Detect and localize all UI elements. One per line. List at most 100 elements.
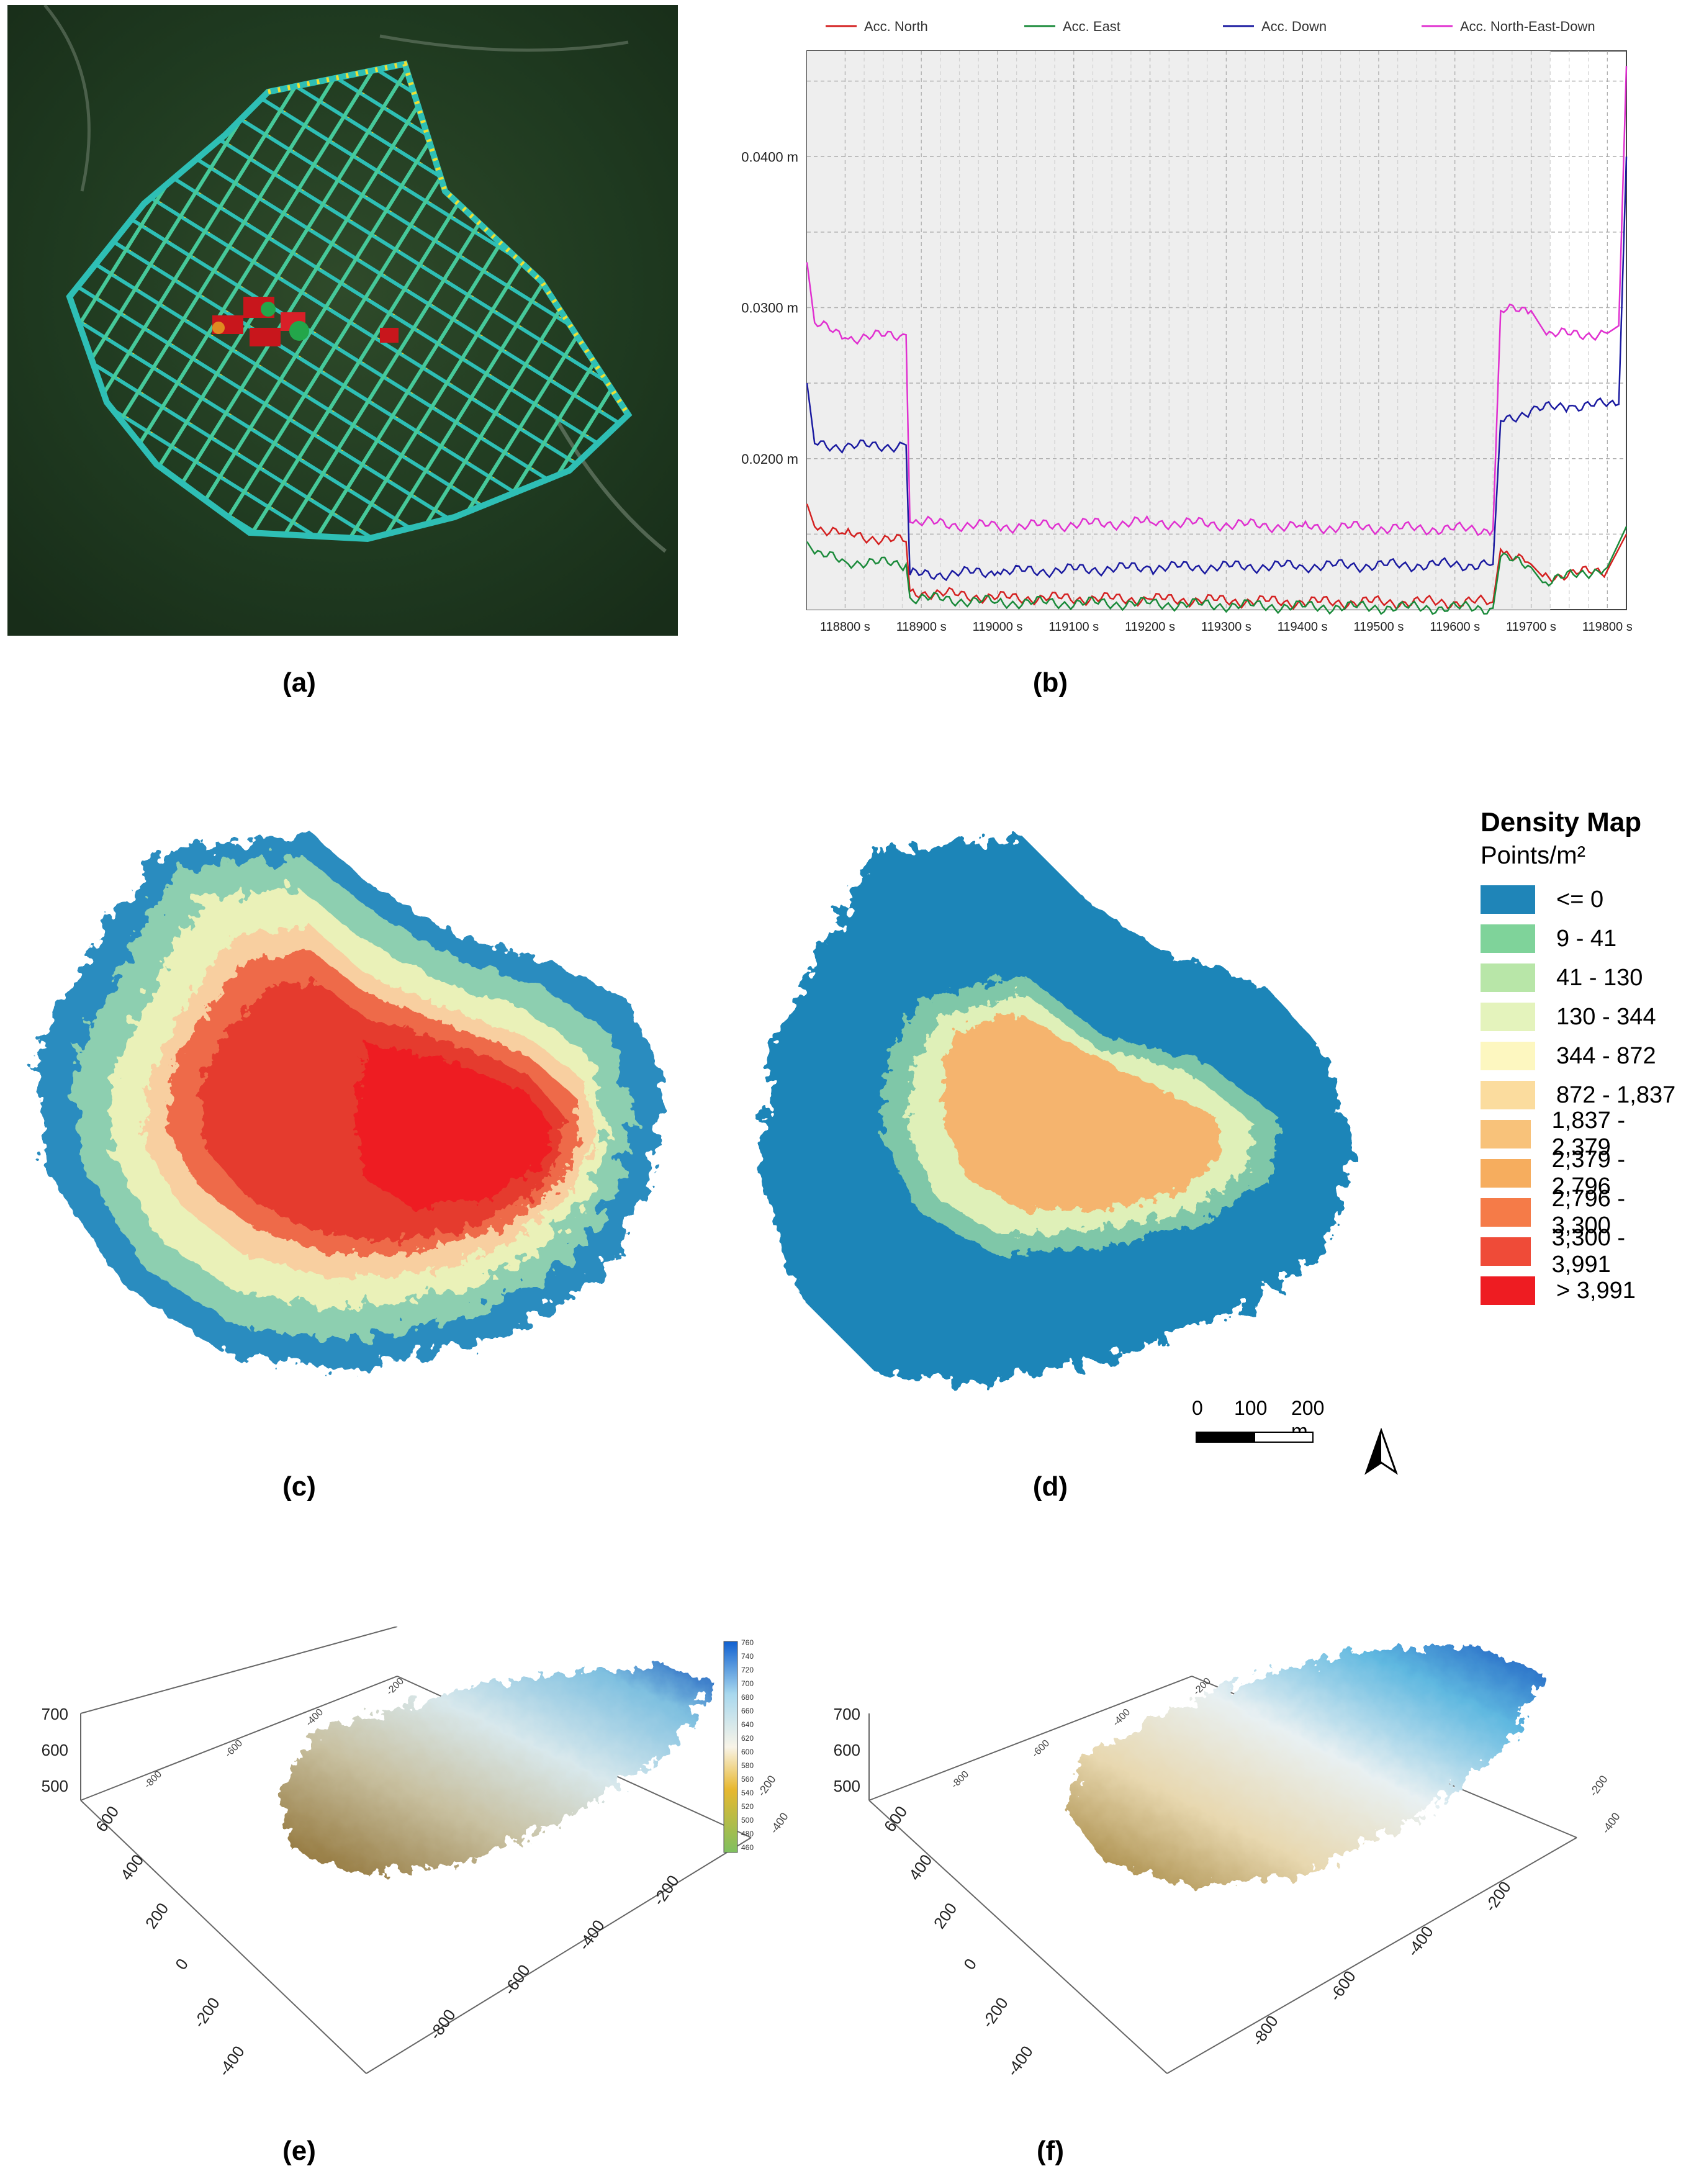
y-tick-label: -400 [1003, 2042, 1036, 2080]
colorbar-tick-label: 540 [741, 1789, 754, 1797]
x-tick-label: 119300 s [1201, 620, 1251, 634]
colorbar-tick-label: 560 [741, 1775, 754, 1784]
legend-row: > 3,991 [1481, 1275, 1636, 1306]
colorbar-tick-label: 500 [741, 1816, 754, 1825]
series-line [806, 503, 1628, 610]
legend-row: 41 - 130 [1481, 962, 1643, 993]
legend-title: Density Map [1481, 807, 1642, 837]
legend-row: 1,837 - 2,379 [1481, 1108, 1679, 1160]
legend-swatch [1481, 1276, 1535, 1305]
colorbar-tick-label: 480 [741, 1830, 754, 1838]
z-tick-label: 500 [834, 1777, 860, 1795]
top-tick-label: -800 [949, 1769, 971, 1790]
legend-swatch [1481, 885, 1535, 914]
z-tick-label: 600 [42, 1741, 68, 1759]
colorbar-tick-label: 660 [741, 1707, 754, 1715]
top-tick-label: -400 [304, 1707, 325, 1728]
x-tick-label: -400 [574, 1916, 608, 1954]
x-tick-label: 119100 s [1048, 620, 1099, 634]
y-tick-label: 0 [171, 1955, 192, 1973]
z-tick-label: 700 [834, 1705, 860, 1723]
density-map-c [37, 832, 664, 1372]
legend-swatch [1481, 924, 1535, 953]
legend-row: 2,796 - 3,300 [1481, 1186, 1679, 1239]
legend-row: 344 - 872 [1481, 1040, 1656, 1072]
legend-label: 41 - 130 [1556, 964, 1643, 991]
x-tick-label: 119500 s [1354, 620, 1404, 634]
scale-label-100: 100 [1234, 1397, 1268, 1419]
legend-label: 1,837 - 2,379 [1551, 1108, 1625, 1160]
y-tick-label: 0.0300 m [741, 300, 798, 316]
terrain-3d-e: 700 600 500 600 400 200 0 -200 -400 -200 -400 -600 -… [42, 1626, 791, 2080]
scale-label-200: 200 m [1291, 1397, 1325, 1442]
colorbar-tick-label: 760 [741, 1638, 754, 1647]
legend-swatch [1481, 1198, 1531, 1227]
legend-row: 872 - 1,837 [1481, 1080, 1675, 1111]
scale-bar: 0 100 200 m [1192, 1397, 1328, 1459]
colorbar-tick-label: 580 [741, 1761, 754, 1770]
y-tick-label: 600 [880, 1802, 911, 1835]
legend-swatch [1481, 963, 1535, 992]
density-legend: Density Map Points/m² <= 0 9 - 41 41 - 130… [1481, 807, 1679, 1341]
legend-label: 2,796 - 3,300 [1551, 1186, 1625, 1239]
y-tick-label: -200 [978, 1994, 1011, 2031]
colorbar-ticks: 760 740 720 700 680 660 640 620 600 580 560 540 520 5… [741, 1638, 754, 1852]
caption-c: (c) [282, 1471, 316, 1502]
legend-swatch [1481, 1081, 1535, 1109]
accuracy-chart: Acc. North Acc. East Acc. Down Acc. North-E… [741, 19, 1633, 634]
x-tick-label: -200 [1481, 1878, 1514, 1915]
x-tick-label: -400 [1403, 1923, 1436, 1960]
legend-row: 2,379 - 2,796 [1481, 1147, 1679, 1199]
terrain-3d-f: 700 600 500 600 400 200 0 -200 -400 -200 -400 -600 -… [834, 1645, 1623, 2080]
legend-subtitle: Points/m² [1481, 842, 1585, 869]
north-arrow-icon [1363, 1427, 1400, 1478]
chart-gridlines [807, 51, 1626, 610]
x-tick-label: 119200 s [1125, 620, 1175, 634]
top-tick-label: -400 [1111, 1707, 1132, 1728]
legend-row: 130 - 344 [1481, 1001, 1656, 1032]
caption-b: (b) [1032, 667, 1068, 698]
x-tick-label: 119700 s [1506, 620, 1556, 634]
density-map-d [757, 838, 1353, 1384]
x-tick-label: -800 [1248, 2012, 1281, 2049]
x-tick-label: 119400 s [1278, 620, 1328, 634]
x-tick-labels: 118800 s 118900 s 119000 s 119100 s 119200 s… [820, 620, 1633, 634]
chart-series [806, 66, 1628, 615]
y-tick-label: 600 [92, 1802, 122, 1835]
chart-legend: Acc. North Acc. East Acc. Down Acc. North-E… [826, 19, 1595, 34]
legend-label: 3,300 - 3,991 [1551, 1225, 1625, 1278]
x-tick-label: 118900 s [896, 620, 947, 634]
y-tick-label: 0.0400 m [741, 149, 798, 165]
legend-swatch [1481, 1159, 1531, 1188]
colorbar-tick-label: 700 [741, 1679, 754, 1688]
right-tick-label: -400 [1600, 1810, 1623, 1836]
right-tick-label: -200 [755, 1773, 778, 1798]
y-tick-label: 400 [117, 1851, 147, 1884]
x-tick-label: 119000 s [973, 620, 1023, 634]
series-line [806, 526, 1628, 615]
legend-label: 872 - 1,837 [1556, 1081, 1676, 1108]
y-tick-labels: 0.0400 m 0.0300 m 0.0200 m [741, 149, 798, 466]
legend-label: Acc. North [864, 19, 928, 34]
legend-row: 9 - 41 [1481, 923, 1616, 954]
x-tick-label: 119800 s [1582, 620, 1633, 634]
caption-f: (f) [1037, 2136, 1064, 2166]
panel-e: 700 600 500 600 400 200 0 -200 -400 -200 -400 -600 -… [19, 1626, 850, 2098]
legend-classes: <= 0 9 - 41 41 - 130 130 - 344 344 - 872 872 … [1481, 884, 1679, 1305]
top-tick-label: -600 [223, 1738, 245, 1759]
colorbar-tick-label: 520 [741, 1802, 754, 1811]
panel-f: 700 600 500 600 400 200 0 -200 -400 -200 -400 -600 -… [832, 1614, 1682, 2098]
legend-label: 344 - 872 [1556, 1042, 1656, 1069]
series-line [806, 156, 1628, 582]
y-tick-label: 200 [142, 1899, 172, 1932]
top-tick-label: -600 [1030, 1738, 1052, 1759]
legend-label: Acc. North-East-Down [1460, 19, 1595, 34]
legend-row: 3,300 - 3,991 [1481, 1225, 1679, 1278]
x-tick-label: -200 [649, 1872, 682, 1909]
scale-label-0: 0 [1192, 1397, 1203, 1419]
legend-label: 2,379 - 2,796 [1551, 1147, 1625, 1199]
colorbar-tick-label: 620 [741, 1734, 754, 1743]
legend-label: > 3,991 [1556, 1277, 1636, 1304]
legend-label: Acc. East [1063, 19, 1120, 34]
top-tick-label: -800 [142, 1769, 164, 1790]
